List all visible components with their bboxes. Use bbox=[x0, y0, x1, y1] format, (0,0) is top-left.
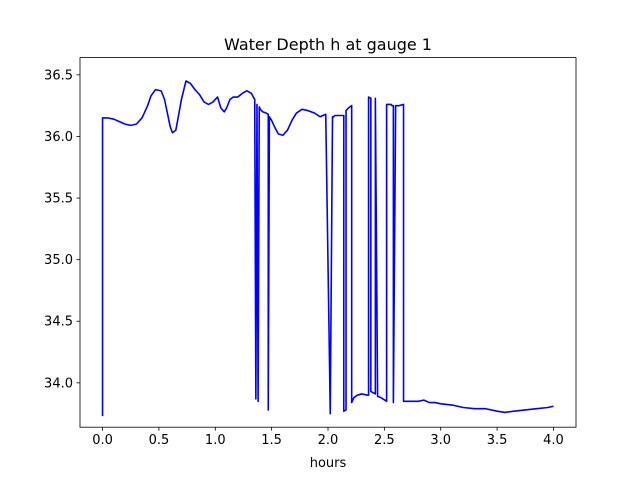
x-tick-label: 4.0 bbox=[543, 433, 564, 448]
x-tick-label: 1.0 bbox=[205, 433, 226, 448]
y-tick-label: 34.0 bbox=[44, 376, 73, 391]
x-tick-label: 0.5 bbox=[149, 433, 170, 448]
x-tick-label: 0.0 bbox=[92, 433, 113, 448]
x-tick-label: 3.5 bbox=[487, 433, 508, 448]
y-tick-label: 34.5 bbox=[44, 315, 73, 330]
y-tick-label: 35.5 bbox=[44, 192, 73, 207]
x-tick-label: 1.5 bbox=[261, 433, 282, 448]
x-axis-label: hours bbox=[310, 456, 347, 471]
y-tick-label: 35.0 bbox=[44, 253, 73, 268]
x-tick-label: 2.5 bbox=[374, 433, 395, 448]
y-tick-label: 36.5 bbox=[44, 68, 73, 83]
x-tick-label: 2.0 bbox=[318, 433, 339, 448]
y-tick-label: 36.0 bbox=[44, 130, 73, 145]
axes-layer: 0.0 0.5 1.0 1.5 2.0 2.5 3.0 3.5 4.0 34.0 34.5 35.0 3… bbox=[44, 57, 577, 448]
chart-title: Water Depth h at gauge 1 bbox=[224, 35, 432, 54]
data-layer bbox=[101, 80, 554, 417]
x-tick-label: 3.0 bbox=[430, 433, 451, 448]
series-line-1 bbox=[101, 80, 554, 417]
